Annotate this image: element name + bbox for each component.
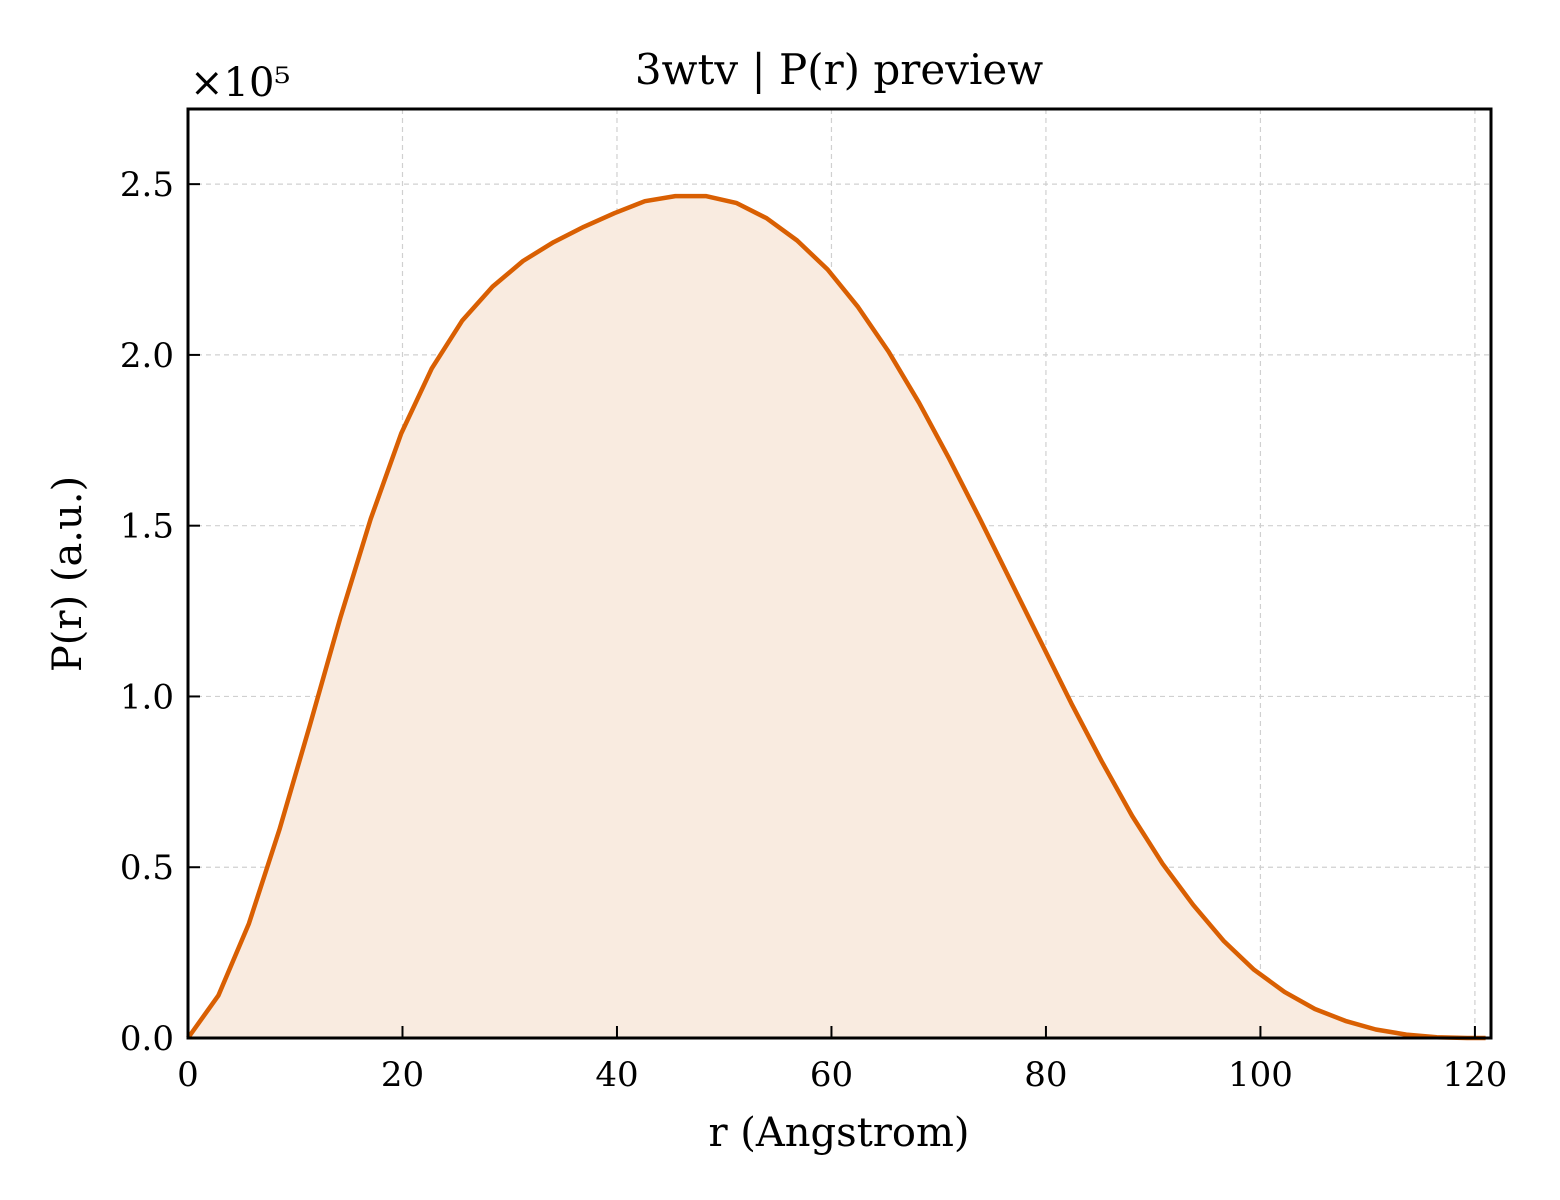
- x-tick-label: 0: [177, 1055, 199, 1095]
- ticks: [187, 183, 1476, 1039]
- x-tick-label: 80: [1024, 1055, 1067, 1095]
- pr-curve-line: [186, 193, 1486, 1041]
- x-tick-label: 120: [1442, 1055, 1507, 1095]
- y-multiplier-label: ×10⁵: [190, 60, 290, 106]
- x-tick-label: 60: [810, 1055, 853, 1095]
- tick-labels: 0 20 40 60 80 100 120 0.0 0.5 1.0 1.5 2.0 2.5: [120, 165, 1507, 1095]
- y-axis-title: P(r) (a.u.): [45, 476, 91, 672]
- y-tick-label: 0.0: [120, 1019, 174, 1059]
- y-tick-label: 2.5: [120, 165, 174, 205]
- chart-title: 3wtv | P(r) preview: [635, 45, 1043, 94]
- x-tick-label: 100: [1228, 1055, 1293, 1095]
- x-tick-label: 40: [595, 1055, 638, 1095]
- y-tick-label: 2.0: [120, 336, 174, 376]
- y-tick-label: 1.0: [120, 677, 174, 717]
- x-tick-label: 20: [381, 1055, 424, 1095]
- pr-area-fill: [188, 196, 1486, 1039]
- y-tick-label: 1.5: [120, 507, 174, 547]
- x-axis-title: r (Angstrom): [708, 1110, 969, 1156]
- plot-frame: [186, 107, 1493, 1040]
- y-tick-label: 0.5: [120, 848, 174, 888]
